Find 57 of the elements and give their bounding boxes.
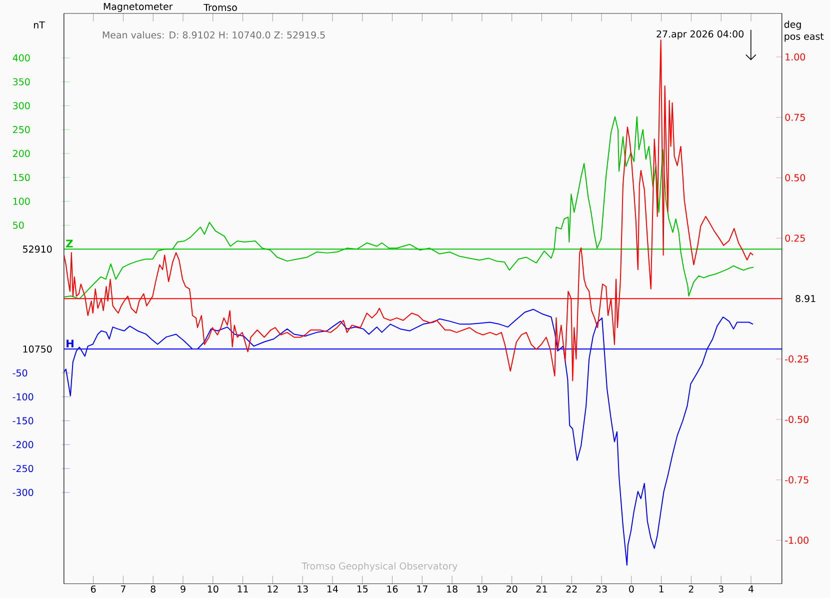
series-label: H xyxy=(66,340,74,348)
text: Z xyxy=(66,240,73,248)
x-tick-label: 21 xyxy=(536,586,547,593)
chart-title: Magnetometer xyxy=(104,3,173,12)
x-tick-label: 9 xyxy=(180,586,186,593)
text: 8.91 xyxy=(796,295,816,302)
y3-tick-label: -200 xyxy=(12,441,34,448)
x-tick-label: 7 xyxy=(120,586,126,592)
x-tick-label: 6 xyxy=(90,586,96,593)
x-tick-label: 10 xyxy=(208,586,218,593)
x-tick-label: 8 xyxy=(150,586,156,593)
x-tick-label: 16 xyxy=(387,586,398,593)
x-tick-label: 2 xyxy=(688,586,694,593)
chart-subtitle: Tromso xyxy=(204,4,237,12)
y2-tick-label: -0.50 xyxy=(785,416,808,424)
y-tick-label: 150 xyxy=(13,174,30,182)
y3-tick-label: -150 xyxy=(12,417,34,424)
y-tick-label: 300 xyxy=(13,102,30,110)
y2-tick-label: 0.75 xyxy=(785,114,805,122)
text: 10750 xyxy=(23,346,52,353)
x-tick-label: 15 xyxy=(357,586,368,593)
x-tick-label: 4 xyxy=(748,586,754,592)
x-tick-label: 14 xyxy=(328,586,338,592)
y3-tick-label: -50 xyxy=(12,369,28,377)
x-tick-label: 20 xyxy=(506,586,518,593)
y-tick-label: 400 xyxy=(12,54,30,62)
y2-tick-label: 0.50 xyxy=(785,174,806,182)
y-tick-label: 350 xyxy=(13,78,30,86)
y-tick-label: 200 xyxy=(13,150,30,158)
y2-tick-label: -1.00 xyxy=(785,536,808,544)
x-tick-label: 3 xyxy=(718,586,724,593)
y3-tick-label: -100 xyxy=(12,393,34,401)
x-tick-label: 13 xyxy=(298,586,308,593)
y3-tick-label: -300 xyxy=(12,489,34,496)
text: 52910 xyxy=(23,246,52,253)
x-tick-label: 0 xyxy=(629,586,634,593)
y-tick-label: 50 xyxy=(13,222,24,229)
y3-tick-label: -250 xyxy=(12,465,34,472)
x-tick-label: 22 xyxy=(566,586,577,593)
annotation: Tromso Geophysical Observatory xyxy=(302,562,458,572)
x-tick-label: 1 xyxy=(659,586,664,592)
y-tick-label: 100 xyxy=(13,198,30,206)
x-tick-label: 19 xyxy=(476,586,488,593)
y2-axis-title: deg pos east xyxy=(784,20,824,42)
y-tick-label: 250 xyxy=(13,126,30,134)
y-axis-title: nT xyxy=(34,22,45,28)
x-tick-label: 17 xyxy=(417,586,428,592)
x-tick-label: 23 xyxy=(596,586,607,593)
x-tick-label: 12 xyxy=(268,586,278,593)
y2-tick-label: 0.25 xyxy=(785,234,805,242)
y2-tick-label: -0.25 xyxy=(785,356,808,363)
x-tick-label: 11 xyxy=(238,586,248,592)
annotation: 27.apr 2026 04:00 xyxy=(656,30,744,40)
y2-tick-label: 1.00 xyxy=(786,53,806,61)
y2-tick-label: -0.75 xyxy=(785,476,808,484)
annotation: Mean values: D: 8.9102 H: 10740.0 Z: 52919.5 xyxy=(102,31,325,39)
x-tick-label: 18 xyxy=(447,586,458,593)
